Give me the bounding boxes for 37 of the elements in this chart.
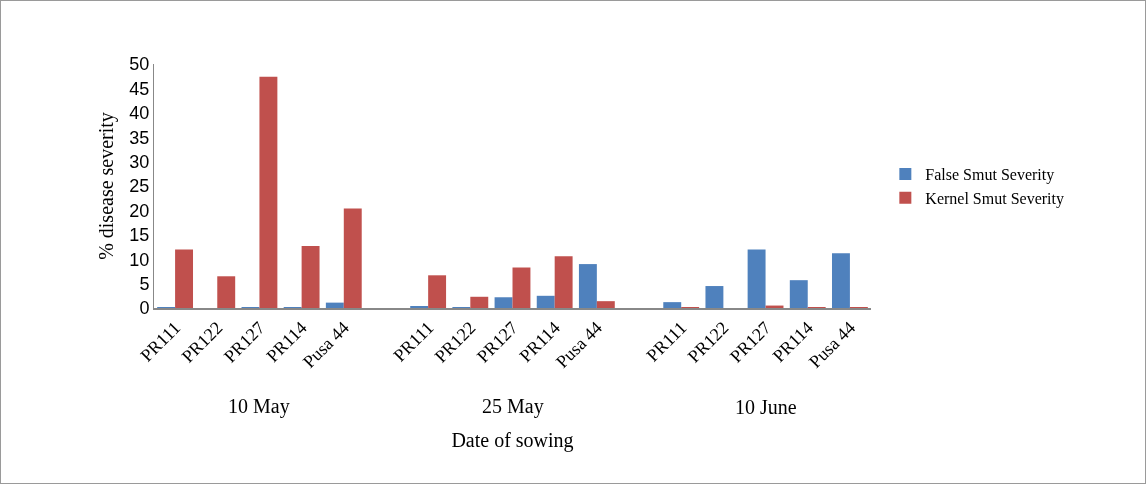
y-tick-label: 35 <box>129 127 150 148</box>
bar <box>705 286 724 308</box>
bar <box>596 301 615 308</box>
bar <box>536 295 555 308</box>
text: 25 May <box>482 395 544 418</box>
x-axis-title: Date of sowing <box>451 428 574 452</box>
bar <box>494 297 513 308</box>
bar <box>217 276 236 308</box>
bar <box>343 208 362 308</box>
bar <box>175 249 194 308</box>
bar <box>301 246 320 308</box>
y-tick-label: 50 <box>129 54 150 75</box>
bar <box>325 302 344 308</box>
y-tick-label: 0 <box>139 298 150 319</box>
y-tick-label: 30 <box>129 151 150 172</box>
y-tick-label: 5 <box>139 273 150 294</box>
bar <box>470 296 489 308</box>
y-tick-label: 40 <box>129 103 150 124</box>
bar <box>428 275 447 308</box>
bar <box>512 267 531 308</box>
y-tick-label: 25 <box>129 176 150 197</box>
y-axis-title: % disease severity <box>94 112 118 260</box>
y-tick-label: 45 <box>129 78 150 99</box>
legend-label: False Smut Severity <box>925 166 1055 185</box>
text: 10 June <box>735 396 797 418</box>
y-tick-label: 15 <box>129 225 150 246</box>
legend-label: Kernel Smut Severity <box>925 189 1064 208</box>
bar <box>663 302 682 308</box>
y-tick-label: 10 <box>129 249 150 270</box>
text: 10 May <box>228 395 290 418</box>
y-tick-label: 20 <box>129 200 150 221</box>
bar <box>554 256 573 308</box>
bar <box>831 253 850 308</box>
bar <box>578 264 597 308</box>
bar <box>747 249 766 308</box>
bar <box>789 280 808 308</box>
bar <box>259 76 278 308</box>
